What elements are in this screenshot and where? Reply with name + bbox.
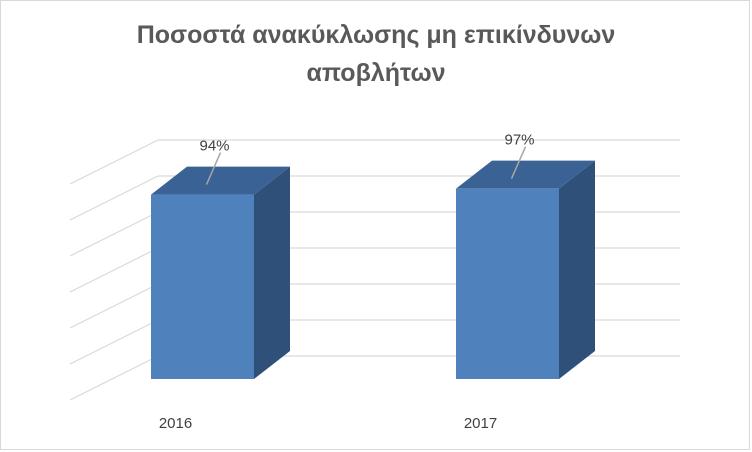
data-label: 97% <box>504 132 534 149</box>
gridline-wall <box>69 319 159 365</box>
bar-top <box>456 160 595 189</box>
gridline-wall <box>69 247 159 293</box>
bar <box>151 194 254 379</box>
data-label-leader <box>205 152 222 185</box>
bar-top <box>151 166 290 195</box>
data-label-leader <box>510 146 527 179</box>
chart-title-line-2: αποβλήτων <box>306 59 446 87</box>
gridline-wall <box>69 139 159 185</box>
gridline-wall <box>69 211 159 257</box>
gridline-wall <box>69 175 159 221</box>
data-label: 94% <box>199 138 229 155</box>
bar-side <box>254 166 290 379</box>
gridline-wall <box>69 355 159 401</box>
gridline-wall <box>69 283 159 329</box>
bar <box>456 188 559 379</box>
category-label: 2017 <box>464 415 497 432</box>
bar-side <box>559 160 595 379</box>
category-label: 2016 <box>159 415 192 432</box>
chart-title-line-1: Ποσοστά ανακύκλωσης μη επικίνδυνων <box>136 21 616 49</box>
